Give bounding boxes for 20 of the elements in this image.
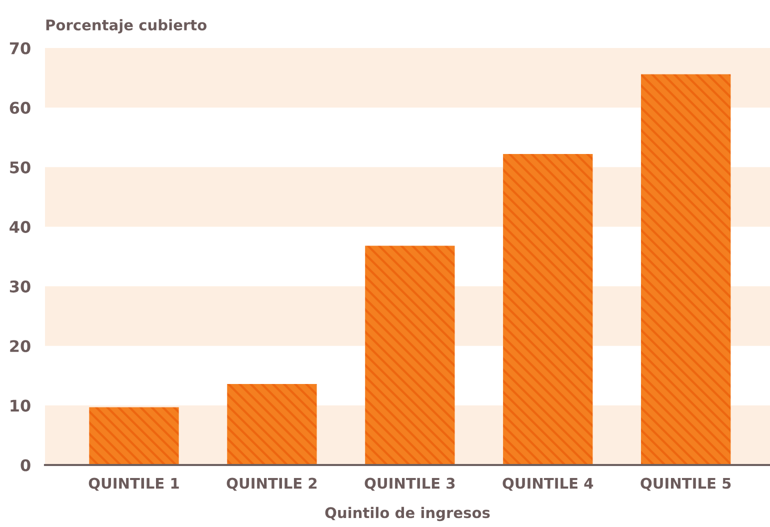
y-tick-label: 40 (10, 220, 30, 234)
bar (89, 407, 179, 465)
x-tick-label: QUINTILE 2 (226, 478, 317, 491)
y-tick-label: 0 (20, 459, 30, 472)
x-axis-title: Quintilo de ingresos (325, 506, 490, 522)
x-tick-label: QUINTILE 1 (88, 478, 179, 491)
x-tick-label: QUINTILE 5 (640, 478, 731, 491)
y-tick-label: 20 (10, 340, 30, 352)
bar (365, 246, 455, 465)
y-tick-label: 30 (10, 280, 30, 293)
y-tick-label: 60 (10, 102, 30, 114)
y-tick-label: 10 (10, 400, 30, 412)
y-tick-label: 70 (10, 42, 30, 54)
bar (641, 74, 731, 465)
bar (227, 384, 317, 465)
y-axis-title: Porcentaje cubierto (46, 19, 207, 34)
y-tick-label: 50 (10, 161, 30, 174)
x-tick-label: QUINTILE 4 (502, 478, 594, 491)
x-tick-label: QUINTILE 3 (364, 478, 455, 491)
bar (503, 154, 593, 465)
